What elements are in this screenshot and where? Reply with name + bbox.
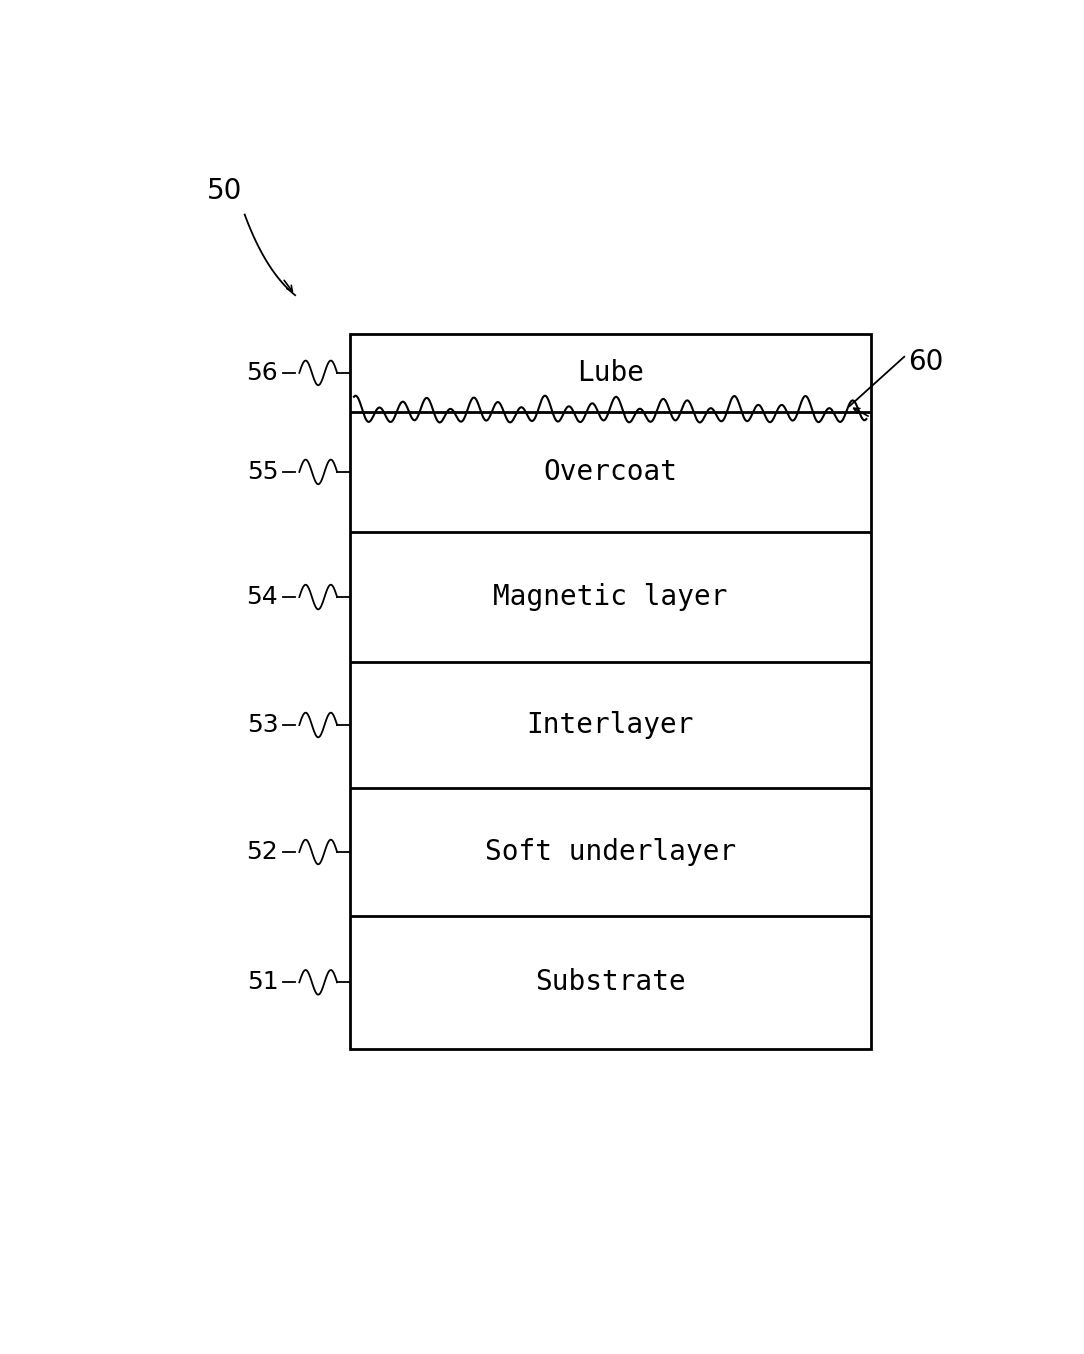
Text: Interlayer: Interlayer	[527, 711, 694, 739]
Text: Magnetic layer: Magnetic layer	[493, 584, 727, 611]
Text: 55: 55	[247, 460, 279, 483]
Text: Substrate: Substrate	[534, 968, 685, 997]
Text: 52: 52	[246, 839, 279, 864]
Text: 56: 56	[246, 362, 279, 385]
Text: Lube: Lube	[577, 359, 644, 387]
Text: 50: 50	[207, 177, 243, 204]
Bar	[350, 334, 870, 1048]
Text: 60: 60	[908, 348, 944, 375]
Text: Overcoat: Overcoat	[543, 458, 678, 486]
Text: Soft underlayer: Soft underlayer	[485, 838, 736, 867]
Text: 54: 54	[246, 585, 279, 609]
Text: 53: 53	[247, 714, 279, 737]
Text: 51: 51	[247, 971, 279, 994]
